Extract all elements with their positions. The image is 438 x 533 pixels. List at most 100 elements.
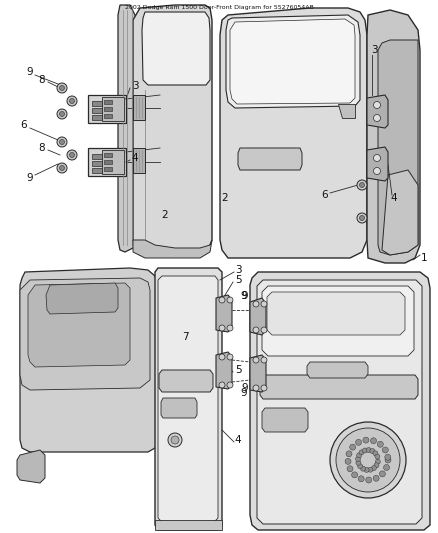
Text: 9: 9 bbox=[241, 388, 247, 398]
Text: 9: 9 bbox=[27, 67, 33, 77]
Circle shape bbox=[57, 109, 67, 119]
Bar bbox=[104, 107, 112, 111]
Polygon shape bbox=[155, 520, 222, 530]
Polygon shape bbox=[142, 12, 210, 85]
Bar bbox=[92, 154, 102, 159]
Circle shape bbox=[227, 297, 233, 303]
Circle shape bbox=[357, 180, 367, 190]
Polygon shape bbox=[133, 95, 145, 120]
Polygon shape bbox=[155, 268, 222, 530]
Circle shape bbox=[57, 137, 67, 147]
Polygon shape bbox=[367, 10, 420, 263]
Circle shape bbox=[219, 382, 225, 388]
Circle shape bbox=[360, 215, 364, 221]
Circle shape bbox=[359, 450, 364, 455]
Circle shape bbox=[356, 461, 361, 465]
Circle shape bbox=[70, 99, 74, 103]
Circle shape bbox=[171, 436, 179, 444]
Circle shape bbox=[371, 466, 376, 471]
Circle shape bbox=[368, 467, 373, 472]
Circle shape bbox=[67, 150, 77, 160]
Text: 4: 4 bbox=[391, 193, 397, 203]
Bar bbox=[92, 161, 102, 166]
Circle shape bbox=[360, 466, 365, 471]
Text: 3: 3 bbox=[371, 45, 377, 55]
Polygon shape bbox=[133, 240, 212, 258]
Bar bbox=[104, 114, 112, 118]
Circle shape bbox=[219, 354, 225, 360]
Circle shape bbox=[375, 459, 380, 464]
Circle shape bbox=[374, 167, 381, 174]
Bar bbox=[104, 100, 112, 104]
Circle shape bbox=[227, 354, 233, 360]
Text: 7: 7 bbox=[182, 332, 188, 342]
Text: 9: 9 bbox=[242, 291, 248, 301]
Polygon shape bbox=[250, 272, 430, 530]
Polygon shape bbox=[257, 280, 422, 524]
Polygon shape bbox=[378, 40, 418, 255]
Circle shape bbox=[374, 155, 381, 161]
Circle shape bbox=[330, 422, 406, 498]
Polygon shape bbox=[216, 295, 232, 332]
Circle shape bbox=[227, 382, 233, 388]
Circle shape bbox=[336, 428, 400, 492]
Circle shape bbox=[352, 472, 357, 478]
Text: 6: 6 bbox=[21, 120, 27, 130]
Polygon shape bbox=[216, 352, 232, 389]
Circle shape bbox=[60, 140, 64, 144]
Circle shape bbox=[362, 448, 367, 453]
Polygon shape bbox=[267, 292, 405, 335]
Text: 9: 9 bbox=[27, 173, 33, 183]
Circle shape bbox=[360, 182, 364, 188]
Polygon shape bbox=[88, 95, 126, 123]
Circle shape bbox=[346, 451, 352, 457]
Text: 2002 Dodge Ram 1500 Door-Front Diagram for 55276054AB: 2002 Dodge Ram 1500 Door-Front Diagram f… bbox=[125, 5, 313, 10]
Text: 2: 2 bbox=[222, 193, 228, 203]
Text: 1: 1 bbox=[420, 253, 427, 263]
Circle shape bbox=[253, 385, 259, 391]
Circle shape bbox=[364, 467, 369, 472]
Text: 9: 9 bbox=[242, 383, 248, 393]
Text: 3: 3 bbox=[132, 81, 138, 91]
Circle shape bbox=[347, 466, 353, 472]
Text: 8: 8 bbox=[39, 75, 45, 85]
Circle shape bbox=[253, 357, 259, 363]
Circle shape bbox=[261, 385, 267, 391]
Polygon shape bbox=[382, 170, 418, 255]
Text: 4: 4 bbox=[235, 435, 241, 445]
Bar bbox=[92, 168, 102, 173]
Bar bbox=[104, 167, 112, 171]
Circle shape bbox=[379, 471, 385, 477]
Circle shape bbox=[374, 101, 381, 109]
Polygon shape bbox=[88, 148, 126, 176]
Circle shape bbox=[57, 83, 67, 93]
Circle shape bbox=[350, 444, 356, 450]
Circle shape bbox=[356, 439, 362, 446]
Circle shape bbox=[366, 477, 372, 483]
Polygon shape bbox=[262, 286, 414, 356]
Polygon shape bbox=[102, 150, 124, 174]
Polygon shape bbox=[250, 355, 266, 392]
Circle shape bbox=[253, 301, 259, 307]
Polygon shape bbox=[161, 398, 197, 418]
Circle shape bbox=[261, 357, 267, 363]
Circle shape bbox=[363, 437, 369, 443]
Circle shape bbox=[370, 448, 375, 454]
Circle shape bbox=[219, 297, 225, 303]
Polygon shape bbox=[102, 97, 124, 121]
Circle shape bbox=[357, 213, 367, 223]
Polygon shape bbox=[158, 276, 218, 522]
Circle shape bbox=[253, 327, 259, 333]
Polygon shape bbox=[17, 450, 45, 483]
Circle shape bbox=[357, 453, 362, 458]
Polygon shape bbox=[118, 5, 138, 252]
Text: 3: 3 bbox=[235, 265, 241, 275]
Circle shape bbox=[385, 457, 391, 463]
Circle shape bbox=[358, 476, 364, 482]
Polygon shape bbox=[20, 278, 150, 390]
Polygon shape bbox=[220, 8, 367, 258]
Text: 9: 9 bbox=[241, 291, 247, 301]
Bar bbox=[92, 108, 102, 113]
Polygon shape bbox=[238, 148, 302, 170]
Polygon shape bbox=[20, 268, 158, 452]
